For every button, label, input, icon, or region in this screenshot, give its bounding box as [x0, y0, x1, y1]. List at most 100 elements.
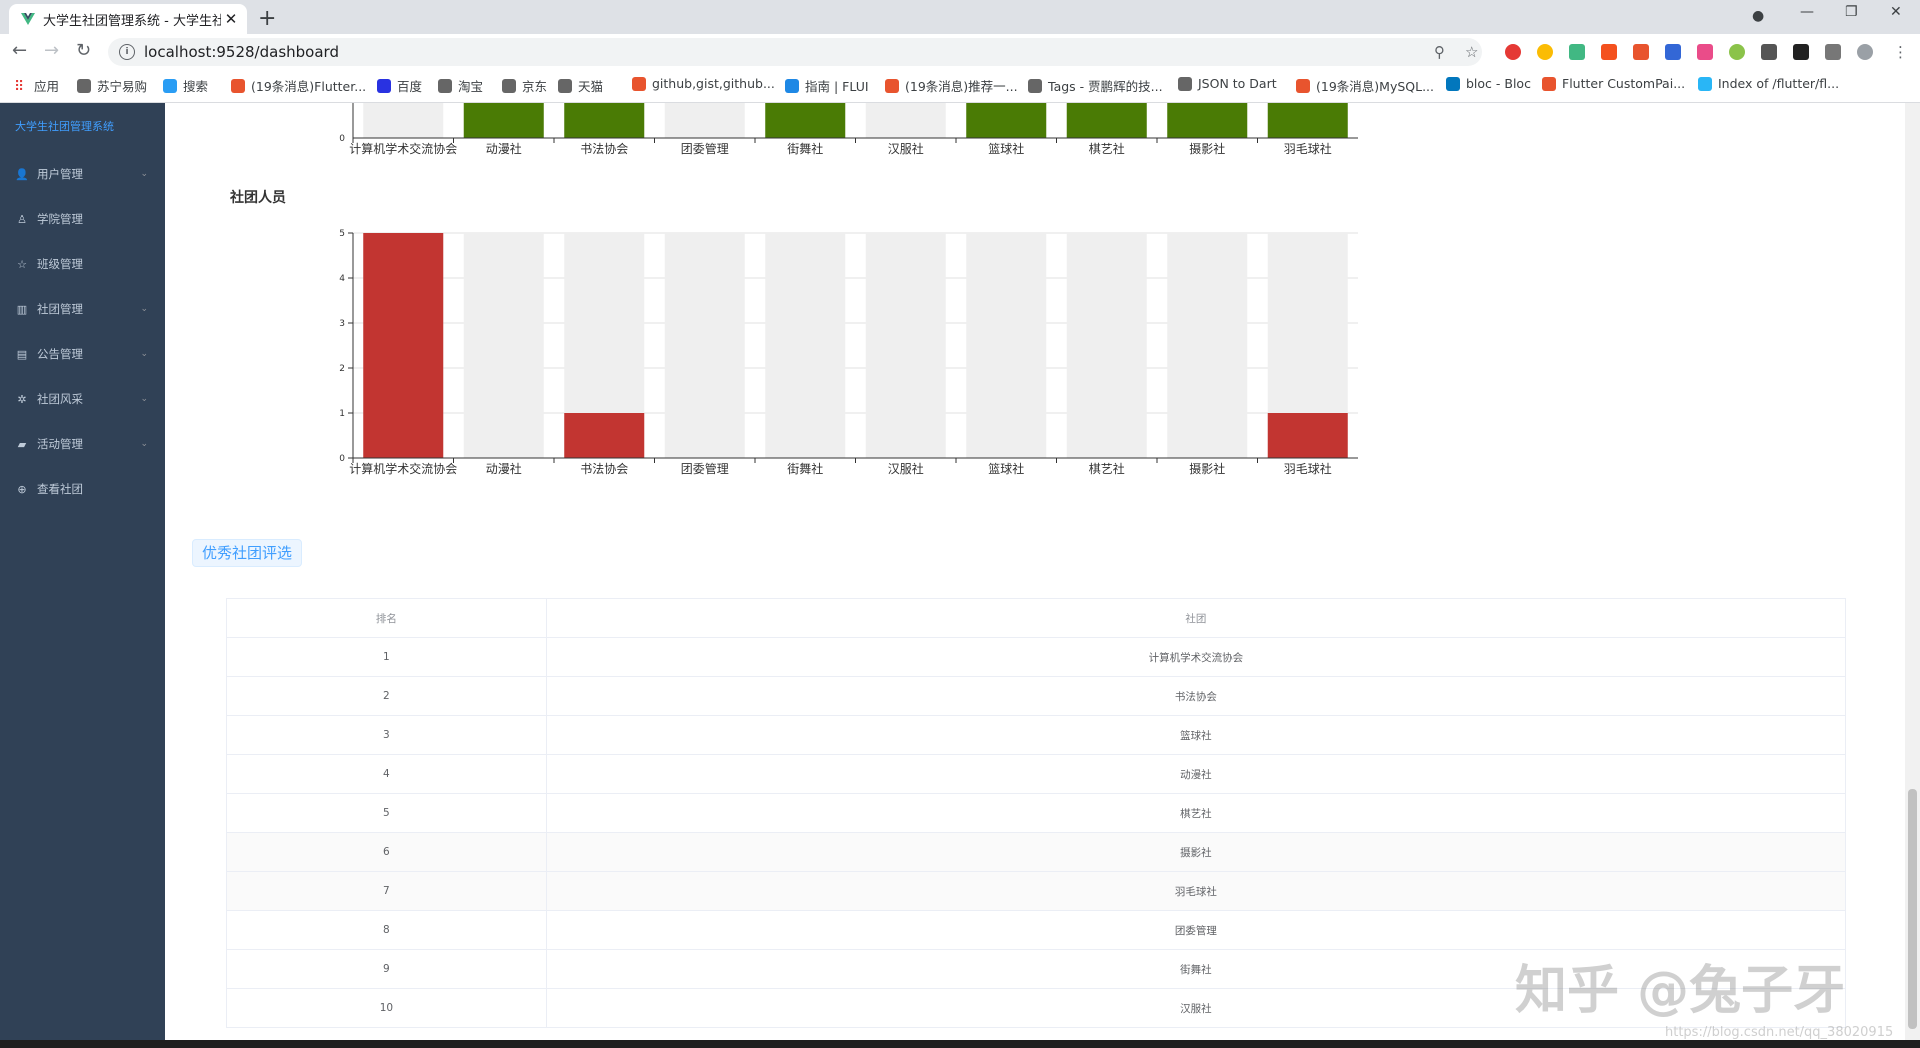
bookmark-item[interactable]: bloc - Bloc — [1446, 76, 1531, 91]
restore-icon[interactable]: ❐ — [1845, 4, 1858, 20]
bookmark-label: 苏宁易购 — [97, 79, 148, 94]
back-icon[interactable]: ← — [12, 40, 28, 61]
bookmark-item[interactable]: 苏宁易购 — [77, 76, 147, 95]
bookmark-item[interactable]: Index of /flutter/fl... — [1698, 76, 1839, 91]
bookmark-item[interactable]: ⠿ 应用 — [14, 76, 59, 95]
url-text[interactable]: localhost:9528/dashboard — [144, 43, 339, 61]
page-scrollbar[interactable] — [1905, 103, 1920, 1040]
club-cell: 街舞社 — [546, 949, 1847, 989]
bar[interactable] — [966, 103, 1047, 138]
bookmark-label: Flutter CustomPai... — [1562, 76, 1686, 91]
qr-code-icon[interactable] — [1761, 44, 1777, 60]
extension-icon[interactable] — [1697, 44, 1713, 60]
sidebar-item[interactable]: ⊕ 查看社团 — [0, 467, 165, 511]
bookmark-item[interactable]: 天猫 — [558, 76, 603, 95]
extension-icon[interactable] — [1665, 44, 1681, 60]
x-tick-label: 团委管理 — [681, 461, 729, 476]
bar[interactable] — [765, 103, 846, 138]
sidebar-item[interactable]: ▤ 公告管理 ⌄ — [0, 332, 165, 376]
bar[interactable] — [1267, 413, 1348, 458]
sidebar-item[interactable]: ♙ 学院管理 — [0, 197, 165, 241]
bookmark-favicon-icon — [1178, 76, 1192, 91]
omnibox[interactable]: i localhost:9528/dashboard — [108, 38, 1482, 66]
x-tick-label: 汉服社 — [888, 461, 924, 476]
bookmark-item[interactable]: Tags - 贾鹏辉的技... — [1028, 76, 1163, 95]
sidebar-item-label: 活动管理 — [37, 437, 83, 451]
x-tick-label: 动漫社 — [486, 141, 522, 156]
bar[interactable] — [1167, 103, 1248, 138]
bar[interactable] — [463, 103, 544, 138]
y-tick-label: 5 — [339, 229, 345, 239]
bookmark-favicon-icon — [785, 78, 799, 93]
bookmark-item[interactable]: github,gist,github... — [632, 76, 775, 91]
bookmark-item[interactable]: 搜索 — [163, 76, 208, 95]
bookmark-item[interactable]: 百度 — [377, 76, 422, 95]
minimize-icon[interactable]: — — [1800, 4, 1814, 20]
extension-icon[interactable] — [1729, 44, 1745, 60]
rank-cell: 6 — [226, 832, 547, 872]
app-logo-title[interactable]: 大学生社团管理系统 — [15, 120, 114, 133]
close-tab-icon[interactable]: ✕ — [224, 10, 238, 28]
x-tick-label: 摄影社 — [1189, 141, 1225, 156]
sidebar-item[interactable]: ☆ 班级管理 — [0, 242, 165, 286]
chevron-down-icon: ⌄ — [140, 349, 148, 359]
sidebar: 大学生社团管理系统 👤 用户管理 ⌄ ♙ 学院管理 ☆ 班级管理 ▥ 社团管理 ⌄ ▤ 公告管理 ⌄ ✲ 社… — [0, 103, 165, 1040]
bar-background — [865, 103, 946, 138]
sidebar-item[interactable]: ▥ 社团管理 ⌄ — [0, 287, 165, 331]
bar-background — [363, 103, 444, 138]
chrome-extension-icon[interactable] — [1537, 44, 1553, 60]
x-tick-label: 街舞社 — [787, 141, 823, 156]
club-cell: 团委管理 — [546, 910, 1847, 950]
table-row: 1 计算机学术交流协会 — [226, 637, 1847, 677]
sidebar-item[interactable]: ✲ 社团风采 ⌄ — [0, 377, 165, 421]
extension-icon[interactable] — [1505, 44, 1521, 60]
bookmark-item[interactable]: 京东 — [502, 76, 547, 95]
excellent-club-tag: 优秀社团评选 — [192, 539, 303, 567]
site-info-icon[interactable]: i — [119, 44, 135, 60]
bookmark-item[interactable]: JSON to Dart — [1178, 76, 1277, 91]
bar[interactable] — [1066, 103, 1147, 138]
extension-icon[interactable] — [1793, 44, 1809, 60]
bookmark-item[interactable]: (19条消息)MySQL... — [1296, 76, 1434, 95]
activity-bar-chart: 0 计算机学术交流协会 动漫社 书法协会 团委管理 街舞社 汉服社 篮球社 棋艺社 摄影社 羽毛球社 — [339, 103, 1358, 156]
bookmark-item[interactable]: 淘宝 — [438, 76, 483, 95]
bookmark-item[interactable]: (19条消息)推荐一... — [885, 76, 1018, 95]
browser-tab[interactable]: 大学生社团管理系统 - 大学生社团 ✕ — [9, 4, 247, 34]
avatar-icon[interactable] — [1857, 44, 1873, 60]
bookmark-label: JSON to Dart — [1198, 76, 1277, 91]
bar[interactable] — [564, 413, 645, 458]
bookmark-item[interactable]: Flutter CustomPai... — [1542, 76, 1685, 91]
bookmark-star-icon[interactable]: ☆ — [1465, 43, 1479, 61]
sidebar-item[interactable]: ▰ 活动管理 ⌄ — [0, 422, 165, 466]
sidebar-item[interactable]: 👤 用户管理 ⌄ — [0, 152, 165, 196]
scrollbar-thumb[interactable] — [1908, 789, 1917, 1029]
sidebar-item-label: 查看社团 — [37, 482, 83, 496]
person-outline-icon: ♙ — [17, 212, 27, 226]
document-icon: ▤ — [16, 347, 28, 361]
bookmark-label: 搜索 — [183, 79, 209, 94]
profile-menu-icon[interactable]: ● — [1752, 8, 1765, 24]
bar[interactable] — [564, 103, 645, 138]
bar[interactable] — [1267, 103, 1348, 138]
window-close-icon[interactable]: ✕ — [1890, 4, 1902, 20]
bar-background — [1167, 233, 1248, 458]
puzzle-icon[interactable] — [1825, 44, 1841, 60]
vehicle-icon: ▰ — [17, 437, 27, 451]
more-menu-icon[interactable]: ⋮ — [1893, 43, 1908, 61]
new-tab-icon[interactable]: + — [258, 6, 277, 31]
forward-icon[interactable]: → — [44, 40, 60, 61]
csdn-extension-icon[interactable] — [1633, 44, 1649, 60]
reload-icon[interactable]: ↻ — [76, 40, 92, 61]
bookmark-item[interactable]: 指南 | FLUI — [785, 76, 869, 95]
zoom-icon[interactable]: ⚲ — [1434, 43, 1445, 61]
bookmark-favicon-icon — [77, 78, 91, 93]
vue-devtools-icon[interactable] — [1569, 44, 1585, 60]
bookmark-favicon-icon — [1542, 76, 1556, 91]
bar-background — [664, 233, 745, 458]
bookmark-item[interactable]: (19条消息)Flutter... — [231, 76, 366, 95]
bookmark-favicon-icon — [231, 78, 245, 93]
bar[interactable] — [363, 233, 444, 458]
table-row: 5 棋艺社 — [226, 793, 1847, 833]
extension-icon[interactable] — [1601, 44, 1617, 60]
table-row: 4 动漫社 — [226, 754, 1847, 794]
